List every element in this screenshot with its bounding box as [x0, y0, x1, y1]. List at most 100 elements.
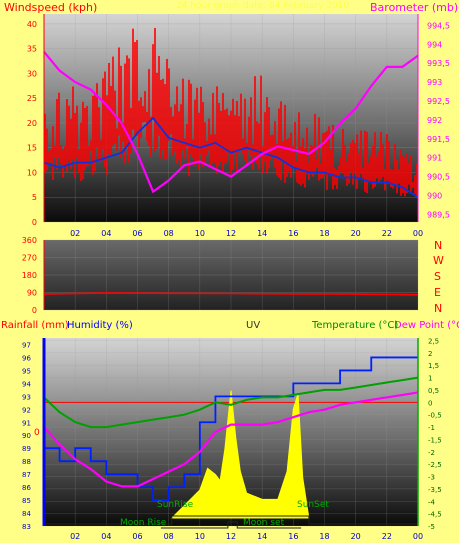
barometer-tick-label: 993,5: [427, 59, 450, 68]
temperature-x-tick-label: 18: [319, 532, 329, 541]
wind-tick-label: 30: [27, 69, 37, 78]
wind-x-tick-label: 00: [413, 229, 423, 238]
temperature-tick-label: 2: [428, 350, 432, 358]
wind-direction-line: [43, 292, 419, 296]
temperature-axis-title: Temperature (°C): [312, 320, 399, 331]
temperature-x-tick-label: 14: [257, 532, 267, 541]
zero-line-label: 0: [34, 428, 40, 438]
temperature-x-tick-label: 08: [164, 532, 174, 541]
temperature-x-tick-label: 10: [195, 532, 205, 541]
humidity-tick-label: 83: [22, 523, 31, 531]
temperature-tick-label: -1,5: [428, 436, 442, 444]
humidity-tick-label: 87: [22, 471, 31, 479]
humidity-tick-label: 95: [22, 367, 31, 375]
barometer-tick-label: 994: [427, 40, 442, 49]
temperature-tick-label: -4,5: [428, 511, 442, 519]
barometer-axis-title: Barometer (mb): [370, 1, 459, 14]
compass-w: W: [433, 254, 444, 267]
barometer-tick-label: 992: [427, 116, 442, 125]
humidity-tick-label: 93: [22, 393, 31, 401]
temperature-x-tick-label: 06: [132, 532, 142, 541]
temperature-x-tick-label: 22: [382, 532, 392, 541]
temperature-tick-label: 1: [428, 375, 432, 383]
wind-tick-label: 10: [27, 168, 37, 177]
temperature-x-tick-label: 20: [351, 532, 361, 541]
wind-tick-label: 40: [27, 20, 37, 29]
temperature-tick-label: -3: [428, 474, 435, 482]
temperature-x-tick-label: 16: [288, 532, 298, 541]
temperature-tick-label: -2,5: [428, 461, 442, 469]
wind-tick-label: 5: [32, 193, 37, 202]
temperature-tick-label: -1: [428, 424, 435, 432]
barometer-tick-label: 992,5: [427, 97, 450, 106]
wind-tick-label: 15: [27, 144, 37, 153]
humidity-axis-title: Humidity (%): [67, 320, 133, 331]
temperature-tick-label: -3,5: [428, 486, 442, 494]
wind-x-tick-label: 06: [132, 229, 142, 238]
wind-x-tick-label: 16: [288, 229, 298, 238]
temperature-x-tick-label: 00: [413, 532, 423, 541]
direction-tick-label: 90: [27, 289, 37, 298]
wind-x-tick-label: 12: [226, 229, 236, 238]
compass-e: E: [434, 286, 441, 299]
humidity-tick-label: 96: [22, 354, 31, 362]
barometer-line: [43, 51, 419, 194]
humidity-tick-label: 97: [22, 341, 31, 349]
wind-tick-label: 35: [27, 45, 37, 54]
direction-tick-label: 360: [22, 236, 37, 245]
uv-axis-title: UV: [246, 320, 261, 331]
compass-n-top: N: [434, 239, 443, 252]
moonrise-label: Moon Rise: [120, 518, 167, 528]
humidity-tick-label: 85: [22, 497, 31, 505]
temperature-tick-label: 2,5: [428, 337, 439, 345]
dewpoint-axis-title: Dew Point (°C): [394, 320, 459, 331]
humidity-tick-label: 89: [22, 445, 31, 453]
barometer-tick-label: 994,5: [427, 21, 450, 30]
temperature-tick-label: -0,5: [428, 412, 442, 420]
moon-indicator: [160, 521, 302, 529]
barometer-tick-label: 993: [427, 78, 442, 87]
humidity-tick-label: 90: [22, 432, 31, 440]
wind-x-tick-label: 22: [382, 229, 392, 238]
wind-tick-label: 25: [27, 94, 37, 103]
temperature-tick-label: -5: [428, 523, 435, 531]
temperature-tick-label: 1,5: [428, 362, 439, 370]
direction-tick-label: 0: [32, 306, 37, 315]
temperature-x-tick-label: 04: [101, 532, 111, 541]
direction-tick-label: 270: [22, 254, 37, 263]
wind-tick-label: 20: [27, 119, 37, 128]
humidity-tick-label: 91: [22, 419, 31, 427]
barometer-tick-label: 991,5: [427, 135, 450, 144]
dewpoint-line: [43, 391, 419, 488]
average-wind-line: [43, 116, 419, 198]
humidity-tick-label: 88: [22, 458, 31, 466]
direction-tick-label: 180: [22, 271, 37, 280]
moonset-label: Moon set: [243, 518, 285, 528]
wind-x-tick-label: 04: [101, 229, 111, 238]
barometer-tick-label: 990: [427, 192, 442, 201]
wind-x-tick-label: 18: [319, 229, 329, 238]
wind-x-tick-label: 08: [164, 229, 174, 238]
wind-x-tick-label: 02: [70, 229, 80, 238]
compass-n-bottom: N: [434, 302, 443, 315]
temperature-x-tick-label: 02: [70, 532, 80, 541]
humidity-tick-label: 84: [22, 510, 31, 518]
humidity-line: [44, 356, 418, 501]
barometer-tick-label: 991: [427, 154, 442, 163]
wind-x-tick-label: 14: [257, 229, 267, 238]
temperature-tick-label: -4: [428, 498, 436, 506]
wind-x-tick-label: 10: [195, 229, 205, 238]
wind-tick-label: 0: [32, 218, 37, 227]
graph-date-title: 24 hour graph date: 04 February 2010: [176, 1, 350, 11]
temperature-line: [43, 376, 419, 429]
sunset-label: SunSet: [297, 500, 329, 510]
windspeed-axis-title: Windspeed (kph): [4, 1, 98, 14]
humidity-tick-label: 94: [22, 380, 31, 388]
temperature-tick-label: 0: [428, 399, 432, 407]
wind-x-tick-label: 20: [351, 229, 361, 238]
temperature-x-tick-label: 12: [226, 532, 236, 541]
barometer-tick-label: 990,5: [427, 173, 450, 182]
rainfall-axis-title: Rainfall (mm): [1, 320, 69, 331]
